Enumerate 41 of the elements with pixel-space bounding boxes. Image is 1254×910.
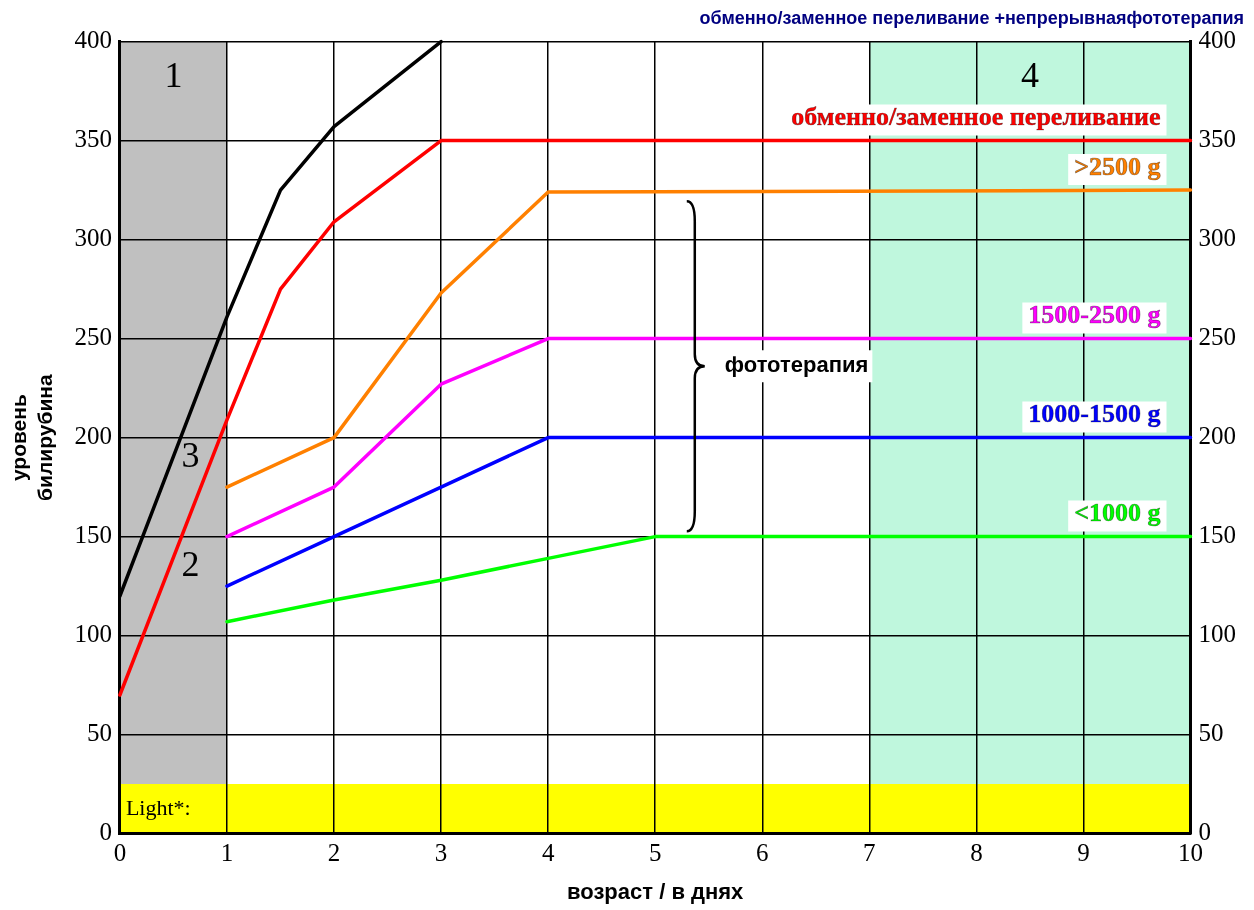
y-tick-label: 250 [74, 323, 112, 351]
y-tick-label: 200 [74, 422, 112, 450]
x-tick-label: 4 [541, 839, 555, 867]
x-tick-label: 8 [970, 839, 983, 867]
series-label: обменно/заменное переливание [791, 102, 1161, 132]
y-tick-label: 150 [74, 521, 112, 549]
chart-title: обменно/заменное переливание +непрерывнаяфототерапия [699, 7, 1244, 28]
y-tick-label: 50 [86, 719, 112, 747]
y2-tick-label: 150 [1198, 521, 1236, 549]
y2-tick-label: 100 [1198, 620, 1236, 648]
x-tick-label: 9 [1077, 839, 1090, 867]
y2-tick-label: 300 [1198, 224, 1236, 252]
x-tick-label: 6 [756, 839, 769, 867]
series-label: 1000-1500 g [1028, 399, 1161, 429]
annotation: фототерапия [724, 352, 869, 378]
annotation: 3 [181, 434, 200, 475]
y-tick-label: 400 [74, 26, 112, 54]
x-axis-title: возраст / в днях [567, 878, 745, 904]
series-label: >2500 g [1074, 151, 1161, 181]
x-tick-label: 5 [648, 839, 662, 867]
y-tick-label: 0 [99, 818, 112, 846]
band-label: 4 [1020, 55, 1039, 96]
series-label: <1000 g [1074, 498, 1161, 528]
x-tick-label: 10 [1178, 839, 1203, 867]
y2-tick-label: 200 [1198, 422, 1236, 450]
x-tick-label: 7 [863, 839, 876, 867]
x-tick-label: 1 [220, 839, 234, 867]
y-tick-label: 100 [74, 620, 112, 648]
y2-tick-label: 50 [1198, 719, 1224, 747]
x-tick-label: 2 [327, 839, 341, 867]
band-label: Light*: [125, 794, 191, 820]
y2-tick-label: 350 [1198, 125, 1236, 153]
band-label: 1 [164, 55, 183, 96]
y-tick-label: 300 [74, 224, 112, 252]
y2-tick-label: 250 [1198, 323, 1236, 351]
series-label: 1500-2500 g [1028, 300, 1161, 330]
annotation: 2 [181, 543, 200, 584]
y-axis-title: уровень билирубина [7, 373, 56, 501]
x-tick-label: 3 [434, 839, 448, 867]
y2-tick-label: 400 [1198, 26, 1236, 54]
y-tick-label: 350 [74, 125, 112, 153]
